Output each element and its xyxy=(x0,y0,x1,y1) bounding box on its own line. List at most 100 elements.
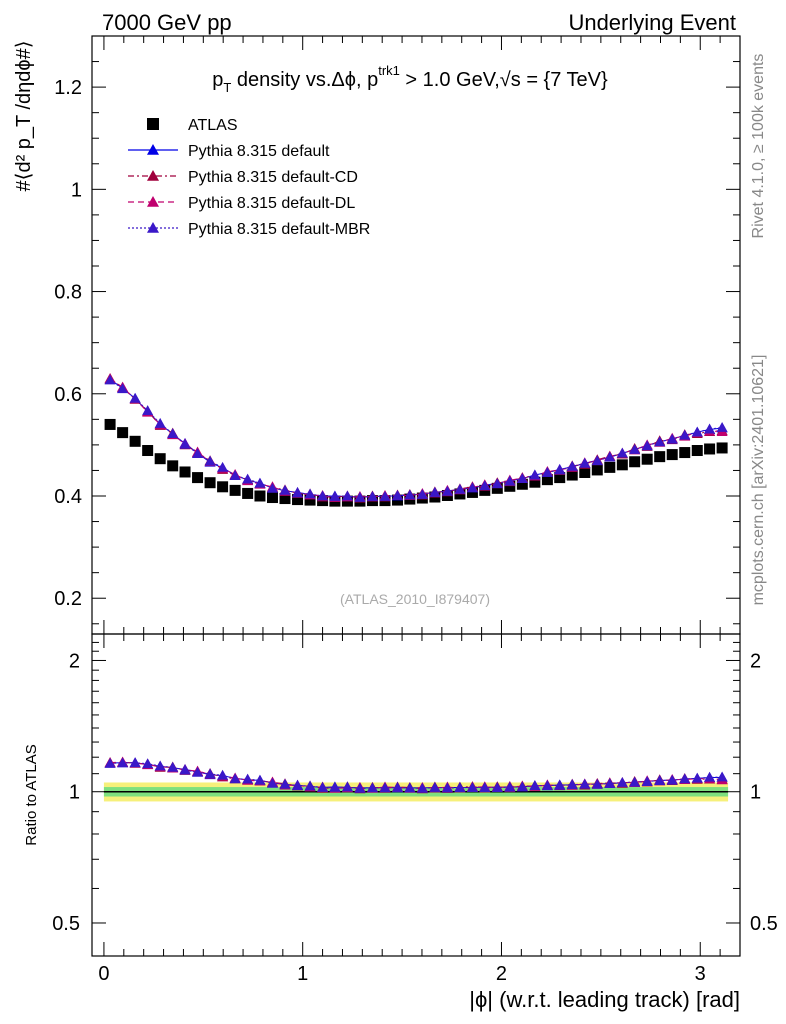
mc-data-point xyxy=(554,464,566,475)
x-tick-label: 3 xyxy=(695,963,706,985)
legend-marker-triangle xyxy=(147,222,159,233)
mc-ratio-point xyxy=(341,781,353,792)
atlas-data-point xyxy=(466,486,478,498)
mc-ratio-point xyxy=(192,766,204,777)
atlas-data-point xyxy=(716,442,728,454)
atlas-data-point xyxy=(504,480,516,492)
atlas-data-point xyxy=(491,482,503,494)
atlas-data-point xyxy=(691,445,703,457)
atlas-data-point xyxy=(529,476,541,488)
mc-data-point xyxy=(666,433,678,444)
mc-ratio-point xyxy=(154,760,166,771)
mc-ratio-point xyxy=(292,780,304,790)
main-y-tick-label: 0.2 xyxy=(54,588,82,610)
mc-data-point xyxy=(441,485,453,496)
mc-ratio-point xyxy=(329,781,341,792)
mc-ratio-point xyxy=(416,782,428,793)
mc-data-point xyxy=(566,460,578,471)
mc-data-point xyxy=(154,417,166,428)
atlas-data-point xyxy=(179,466,191,478)
ratio-y-tick-label-left: 0.5 xyxy=(52,913,80,935)
mc-data-point xyxy=(129,392,141,403)
header-left-title: 7000 GeV pp xyxy=(102,10,232,35)
atlas-data-point xyxy=(304,494,316,506)
atlas-data-point xyxy=(541,474,553,486)
mc-ratio-point xyxy=(566,779,578,789)
mc-data-point xyxy=(254,477,266,488)
mc-data-point xyxy=(204,455,216,466)
mc-data-point xyxy=(217,461,229,472)
mc-ratio-point xyxy=(654,775,666,785)
mc-ratio-point xyxy=(142,758,154,769)
mc-data-point xyxy=(579,457,591,468)
mc-data-point xyxy=(629,443,641,454)
title-text1: density vs. xyxy=(231,69,331,91)
mc-data-point xyxy=(317,490,329,501)
mc-data-point xyxy=(616,447,628,458)
atlas-data-point xyxy=(217,481,229,493)
mc-data-point xyxy=(704,423,716,434)
mc-ratio-point xyxy=(304,780,316,791)
mc-data-point xyxy=(354,492,366,502)
mc-data-point xyxy=(366,491,378,501)
mc-data-point xyxy=(341,490,353,501)
mc-ratio-point xyxy=(392,781,404,792)
atlas-data-point xyxy=(242,487,254,499)
main-y-tick-label: 0.4 xyxy=(54,486,82,508)
mc-data-point xyxy=(641,440,653,451)
mc-ratio-point xyxy=(454,782,466,792)
mc-ratio-point xyxy=(129,757,141,768)
atlas-data-point xyxy=(566,469,578,481)
atlas-data-point xyxy=(204,477,216,489)
mc-data-point xyxy=(454,483,466,494)
mc-ratio-point xyxy=(491,782,503,793)
atlas-data-point xyxy=(142,445,154,457)
ratio-y-tick-label-right: 2 xyxy=(750,650,761,672)
mc-ratio-point xyxy=(629,776,641,787)
main-y-tick-label: 1 xyxy=(71,179,82,201)
mc-data-point xyxy=(416,488,428,499)
mc-data-point xyxy=(329,491,341,501)
mc-data-point xyxy=(504,475,516,486)
x-tick-label: 2 xyxy=(496,963,507,985)
legend-marker-triangle xyxy=(147,144,159,155)
x-tick-label: 1 xyxy=(297,963,308,985)
mc-data-point xyxy=(392,489,404,500)
plot-title: pT density vs.Δϕ, ptrk1 > 1.0 GeV,√s = {… xyxy=(212,63,608,95)
svg-text:pT density vs.Δϕ, ptrk1 > 1.0: pT density vs.Δϕ, ptrk1 > 1.0 GeV,√s = {… xyxy=(212,63,608,95)
legend-label: Pythia 8.315 default-CD xyxy=(188,169,358,186)
atlas-data-point xyxy=(117,427,129,439)
atlas-data-point xyxy=(629,456,641,468)
atlas-data-point xyxy=(154,453,166,465)
mc-ratio-point xyxy=(366,782,378,793)
mc-ratio-point xyxy=(529,780,541,791)
mc-ratio-point xyxy=(441,782,453,793)
ratio-y-axis-label: Ratio to ATLAS xyxy=(23,744,40,845)
ratio-y-tick-label-right: 0.5 xyxy=(750,913,778,935)
legend-label: Pythia 8.315 default-MBR xyxy=(188,221,370,238)
mc-ratio-point xyxy=(504,781,516,792)
title-delta: Δϕ, p xyxy=(331,69,378,91)
legend-marker-triangle xyxy=(147,196,159,207)
mc-data-point xyxy=(604,451,616,462)
mc-data-point xyxy=(716,422,728,432)
title-sqrt-s: √s xyxy=(500,69,521,91)
mc-ratio-point xyxy=(466,782,478,792)
main-y-axis-label: #⟨d² p_T /dηdϕ#⟩ xyxy=(13,41,35,192)
mc-data-point xyxy=(591,455,603,466)
mc-data-point xyxy=(179,438,191,449)
ratio-y-tick-label-left: 1 xyxy=(69,782,80,804)
legend-label: Pythia 8.315 default xyxy=(188,143,330,160)
mc-ratio-point xyxy=(204,768,216,779)
mc-ratio-point xyxy=(379,782,391,793)
analysis-watermark: (ATLAS_2010_I879407) xyxy=(340,591,490,607)
mc-ratio-point xyxy=(704,771,716,782)
mc-ratio-point xyxy=(641,776,653,786)
title-t-sub: T xyxy=(223,80,231,95)
mc-ratio-point xyxy=(604,778,616,788)
mc-ratio-point xyxy=(429,781,441,792)
mc-data-point xyxy=(279,484,291,495)
mc-data-point xyxy=(691,426,703,437)
mc-data-point xyxy=(654,436,666,447)
